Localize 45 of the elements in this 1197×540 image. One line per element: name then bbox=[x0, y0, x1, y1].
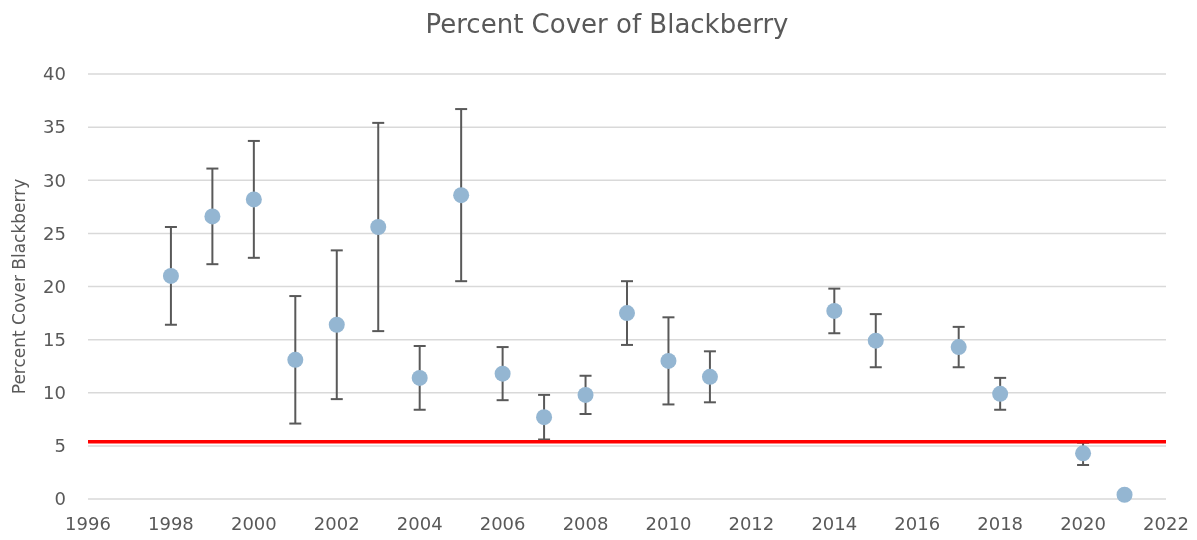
x-tick-label: 2012 bbox=[728, 513, 775, 534]
point bbox=[204, 208, 221, 225]
point bbox=[370, 219, 387, 235]
x-tick-label: 2020 bbox=[1060, 513, 1106, 534]
y-tick-label: 25 bbox=[43, 222, 66, 244]
y-tick-label: 10 bbox=[43, 382, 66, 404]
y-tick-label: 0 bbox=[54, 488, 66, 510]
x-tick-label: 2000 bbox=[230, 513, 277, 534]
y-tick-label: 35 bbox=[43, 116, 66, 138]
x-tick-label: 1996 bbox=[65, 513, 111, 534]
point bbox=[162, 267, 179, 284]
point bbox=[577, 386, 594, 403]
y-tick-label: 30 bbox=[43, 169, 66, 191]
point bbox=[411, 369, 428, 386]
point bbox=[619, 305, 635, 322]
point bbox=[867, 332, 884, 349]
y-tick-label: 20 bbox=[43, 275, 66, 297]
x-tick-label: 2008 bbox=[562, 513, 609, 534]
point bbox=[826, 302, 843, 319]
y-tick-label: 5 bbox=[54, 435, 66, 457]
point bbox=[660, 352, 677, 369]
x-tick-label: 2016 bbox=[894, 513, 941, 534]
x-tick-label: 2022 bbox=[1143, 513, 1189, 534]
x-tick-label: 2004 bbox=[396, 513, 443, 534]
x-tick-label: 1998 bbox=[148, 513, 194, 534]
point bbox=[1075, 445, 1092, 462]
x-tick-label: 2010 bbox=[645, 513, 692, 534]
point bbox=[494, 365, 511, 382]
x-tick-label: 2018 bbox=[977, 513, 1024, 534]
point bbox=[536, 409, 553, 426]
point bbox=[1116, 486, 1133, 503]
point bbox=[245, 191, 262, 208]
point bbox=[287, 351, 304, 368]
point bbox=[453, 187, 470, 204]
point bbox=[328, 316, 345, 333]
x-tick-label: 2014 bbox=[811, 513, 858, 534]
chart-title: Percent Cover of Blackberry bbox=[425, 9, 789, 39]
point bbox=[701, 368, 718, 385]
y-axis-title: Percent Cover Blackberry bbox=[9, 178, 29, 395]
y-tick-label: 40 bbox=[43, 63, 66, 85]
point bbox=[992, 385, 1009, 402]
y-tick-label: 15 bbox=[43, 328, 66, 350]
point bbox=[950, 339, 967, 356]
x-tick-label: 2002 bbox=[313, 513, 360, 534]
x-tick-label: 2006 bbox=[479, 513, 526, 534]
